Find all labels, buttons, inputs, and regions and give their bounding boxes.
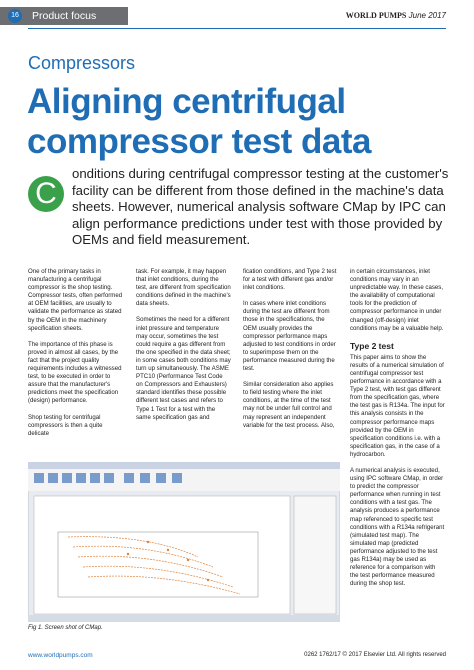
title-bar — [28, 462, 340, 469]
paragraph: Similar consideration also applies to fi… — [243, 381, 335, 429]
plot-area — [57, 531, 259, 598]
side-panel — [293, 495, 337, 615]
footer-website: www.worldpumps.com — [28, 652, 93, 659]
figure-caption: Fig 1. Screen shot of CMap. — [28, 625, 103, 631]
column: One of the primary tasks in manufacturin… — [28, 268, 123, 446]
paragraph: in certain circumstances, inlet conditio… — [350, 268, 444, 332]
paragraph: task. For example, it may happen that in… — [136, 268, 231, 308]
toolbar-icons — [34, 473, 182, 483]
section-bar — [0, 7, 128, 25]
chart-panel — [33, 495, 291, 615]
masthead: WORLD PUMPS June 2017 — [346, 11, 446, 20]
subheading: Type 2 test — [350, 340, 394, 351]
markers — [126, 540, 210, 582]
paragraph: fication conditions, and Type 2 test for… — [243, 268, 337, 292]
curves — [67, 536, 241, 595]
rule — [28, 28, 446, 29]
column: fication conditions, and Type 2 test for… — [243, 268, 338, 438]
paragraph: In cases where inlet conditions during t… — [243, 300, 336, 373]
status-bar — [28, 615, 340, 622]
publication: WORLD PUMPS — [345, 11, 407, 20]
date: June 2017 — [408, 11, 446, 20]
column: task. For example, it may happen that in… — [136, 268, 231, 430]
paragraph: Shop testing for centrifugal compressors… — [28, 413, 103, 437]
title: Aligning centrifugal compressor test dat… — [27, 82, 372, 161]
drop-cap: C — [28, 176, 64, 212]
paragraph: A numerical analysis is executed, using … — [350, 466, 445, 588]
column: in certain circumstances, inlet conditio… — [350, 268, 445, 596]
paragraph: This paper aims to show the results of a… — [350, 353, 445, 458]
paragraph: One of the primary tasks in manufacturin… — [28, 268, 123, 332]
footer-copyright: 0262 1762/17 © 2017 Elsevier Ltd. All ri… — [304, 652, 446, 658]
kicker: Compressors — [28, 53, 136, 73]
page-number: 16 — [8, 9, 22, 23]
toolbar — [28, 469, 340, 491]
lead-text: onditions during centrifugal compressor … — [72, 166, 449, 247]
paragraph: Sometimes the need for a different inlet… — [136, 316, 231, 421]
figure-screenshot — [28, 462, 340, 622]
paragraph: The importance of this phase is proved i… — [28, 340, 122, 405]
section-label: Product focus — [32, 10, 97, 22]
